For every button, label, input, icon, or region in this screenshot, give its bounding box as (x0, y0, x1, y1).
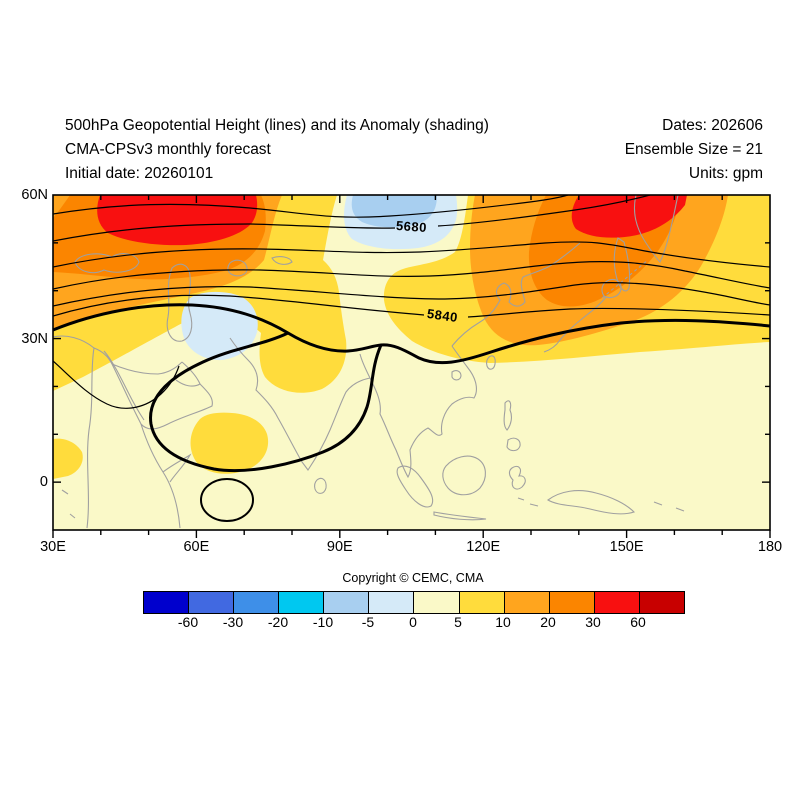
colorbar-cell-8 (504, 592, 550, 613)
coast-sri-lanka (314, 477, 327, 494)
anomaly-paleblue-west (181, 291, 258, 361)
colorbar-label-5: 5 (454, 614, 462, 630)
colorbar-label--20: -20 (267, 614, 289, 630)
contour-5840-west (53, 294, 425, 317)
colorbar-label-10: 10 (495, 614, 511, 630)
colorbar-cell-6 (414, 592, 460, 613)
coast-borneo (442, 455, 486, 496)
colorbar-cell-2 (234, 592, 280, 613)
colorbar-label--60: -60 (177, 614, 199, 630)
coast-taiwan-hainan (451, 355, 496, 381)
contour-label-5680: 5680 (395, 217, 428, 236)
chart-subtitle: CMA-CPSv3 monthly forecast (65, 141, 271, 158)
lon-tick-label-120E: 120E (466, 539, 501, 555)
coastlines (53, 195, 685, 529)
coast-southeast-asia (369, 345, 477, 479)
anomaly-lightblue-core (351, 195, 437, 228)
coast-kamchatka (633, 195, 679, 263)
coast-small-islands (61, 489, 685, 519)
colorbar-label-0: 0 (409, 614, 417, 630)
coast-sulawesi (508, 465, 526, 490)
ensemble-size-label: Ensemble Size = 21 (624, 141, 763, 158)
map-layers (53, 195, 770, 530)
colorbar-cell-4 (324, 592, 370, 613)
contour-5640 (53, 195, 569, 218)
colorbar-cell-7 (459, 592, 505, 613)
colorbar-label--10: -10 (312, 614, 334, 630)
chart-title: 500hPa Geopotential Height (lines) and i… (65, 117, 489, 134)
coast-kuril-islands (601, 259, 649, 299)
lon-tick-label-180: 180 (757, 539, 783, 555)
coast-sakhalin (613, 237, 631, 292)
contour-5840-east (467, 307, 770, 318)
colorbar-label--5: -5 (361, 614, 375, 630)
copyright-note: Copyright © CEMC, CMA (342, 571, 484, 585)
units-label: Units: gpm (688, 165, 763, 182)
contour-5680-west (53, 223, 396, 242)
colorbar-cell-5 (369, 592, 415, 613)
colorbar-cell-1 (189, 592, 235, 613)
lat-tick-label-0: 0 (39, 474, 48, 491)
initial-date-label: Initial date: 20260101 (65, 165, 214, 182)
valid-dates-label: Dates: 202606 (662, 117, 763, 134)
colorbar-label-30: 30 (585, 614, 601, 630)
coast-new-guinea (547, 490, 636, 515)
contour-5880-thick (53, 303, 770, 365)
contour-5920-arc (53, 360, 180, 409)
lon-tick-label-150E: 150E (609, 539, 644, 555)
colorbar-label-20: 20 (540, 614, 556, 630)
map-canvas (52, 194, 771, 538)
anomaly-colorbar (143, 591, 685, 614)
anomaly-red-west (97, 195, 258, 246)
colorbar-label--30: -30 (222, 614, 244, 630)
coast-philippines (503, 400, 521, 452)
coast-sumatra-java (396, 465, 487, 521)
colorbar-cell-11 (639, 592, 684, 613)
axis-ticks (52, 195, 771, 538)
colorbar-cell-10 (594, 592, 640, 613)
colorbar-cell-9 (549, 592, 595, 613)
map-border (52, 194, 771, 531)
height-contours (53, 195, 770, 522)
lon-tick-label-90E: 90E (326, 539, 353, 555)
lon-tick-label-30E: 30E (40, 539, 66, 555)
contour-5760 (53, 260, 770, 290)
colorbar-label-60: 60 (630, 614, 646, 630)
contour-5800 (53, 282, 770, 307)
contour-5680-east (437, 195, 651, 227)
colorbar-cell-0 (144, 592, 190, 613)
coast-china-korea (451, 242, 581, 347)
lon-tick-label-60E: 60E (183, 539, 210, 555)
coast-hokkaido (601, 278, 622, 299)
lat-tick-label-60N: 60N (21, 187, 48, 203)
colorbar-cell-3 (279, 592, 325, 613)
contour-closed-cell (200, 478, 254, 522)
contour-5720 (53, 241, 770, 268)
lat-tick-label-30N: 30N (21, 330, 48, 347)
contour-5880-india-loop (149, 331, 383, 473)
anomaly-gold-westedge (53, 438, 83, 479)
anomaly-gold-arabian (190, 412, 269, 474)
coast-aral-balkhash (227, 256, 293, 277)
coast-black-sea (74, 253, 140, 274)
coast-caspian-sea (166, 263, 193, 342)
